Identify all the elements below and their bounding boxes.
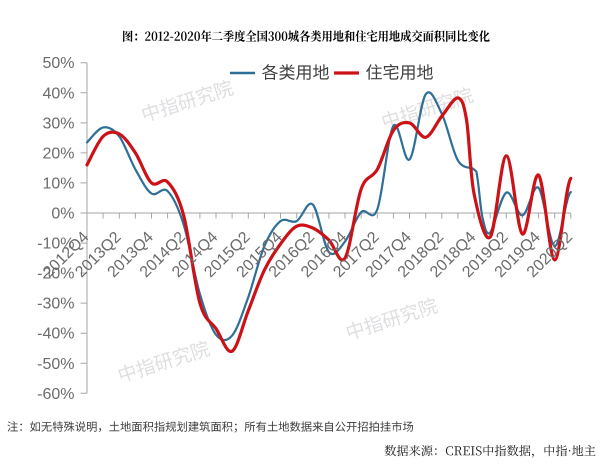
svg-text:-10%: -10% [37,236,74,253]
svg-text:40%: 40% [42,85,74,102]
svg-text:50%: 50% [42,55,74,72]
svg-text:30%: 30% [42,115,74,132]
svg-text:-30%: -30% [37,296,74,313]
svg-text:-60%: -60% [37,386,74,403]
svg-text:0%: 0% [51,206,74,223]
svg-text:20%: 20% [42,145,74,162]
svg-text:-50%: -50% [37,356,74,373]
svg-text:10%: 10% [42,175,74,192]
svg-text:-40%: -40% [37,326,74,343]
svg-text:-20%: -20% [37,266,74,283]
